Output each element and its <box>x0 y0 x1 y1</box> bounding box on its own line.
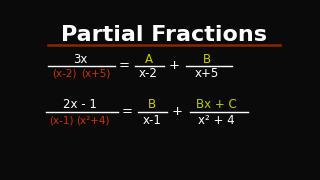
Text: (x-2): (x-2) <box>52 69 77 79</box>
Text: (x+5): (x+5) <box>81 69 110 79</box>
Text: B: B <box>148 98 156 111</box>
Text: x-1: x-1 <box>142 114 161 127</box>
Text: 2x - 1: 2x - 1 <box>63 98 97 111</box>
Text: B: B <box>203 53 211 66</box>
Text: x² + 4: x² + 4 <box>198 114 235 127</box>
Text: A: A <box>145 53 153 66</box>
Text: (x-1): (x-1) <box>50 115 74 125</box>
Text: +: + <box>169 59 180 72</box>
Text: (x²+4): (x²+4) <box>76 115 109 125</box>
Text: x+5: x+5 <box>195 68 219 80</box>
Text: Bx + C: Bx + C <box>196 98 237 111</box>
Text: 3x: 3x <box>73 53 87 66</box>
Text: +: + <box>172 105 183 118</box>
Text: x-2: x-2 <box>139 68 158 80</box>
Text: =: = <box>118 59 129 72</box>
Text: =: = <box>121 105 132 118</box>
Text: Partial Fractions: Partial Fractions <box>61 25 267 45</box>
